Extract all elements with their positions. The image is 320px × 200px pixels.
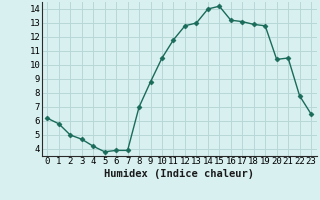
X-axis label: Humidex (Indice chaleur): Humidex (Indice chaleur) — [104, 169, 254, 179]
